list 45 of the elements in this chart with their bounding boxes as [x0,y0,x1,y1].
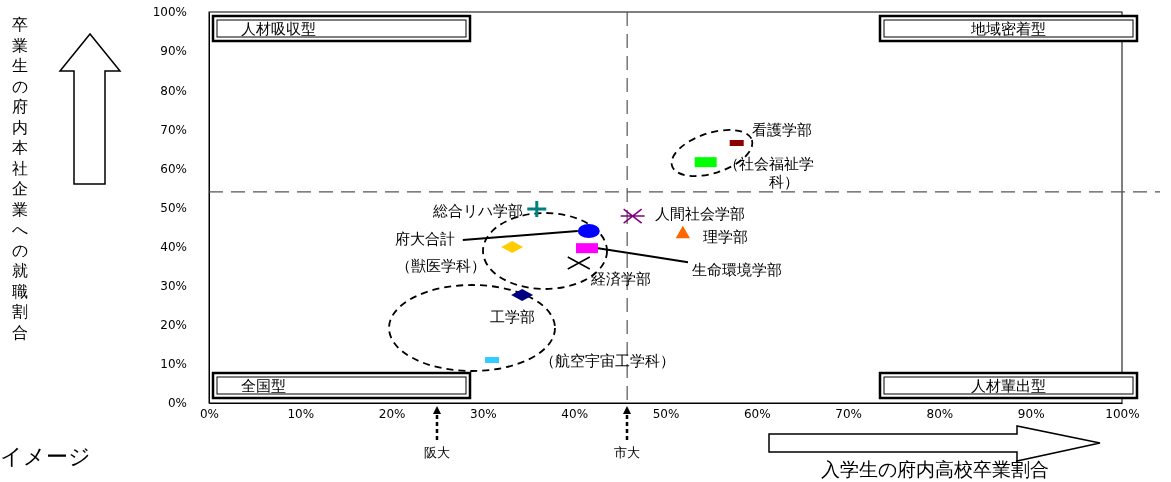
annotation: 地域密着型 [969,19,1046,38]
x-tick-label: 40% [561,406,589,421]
x-tick-label: 100% [1105,406,1140,421]
y-tick-label: 100% [152,5,187,20]
text: イメージ [0,444,91,469]
annotation: 人材吸収型 [241,19,316,38]
point [675,225,691,239]
annotation: 人材輩出型 [970,376,1046,395]
series-label: 理学部 [702,227,748,246]
series-label: （獣医学科） [396,257,487,276]
legend-label: 人間社会学部 [654,204,745,223]
x-tick-label: 0% [199,406,220,421]
x-tick-label: 50% [652,406,680,421]
x-tick-label: 10% [287,406,315,421]
text: 市大 [614,445,640,460]
y-tick-label: 10% [160,357,187,372]
y-tick-label: 70% [160,122,187,137]
text: 卒業生の府内本社企業への就職割合 [12,15,28,342]
y-tick-label: 80% [160,83,187,98]
x-tick-label: 90% [1017,406,1045,421]
series-label: 工学部 [489,307,535,326]
y-tick-label: 30% [160,279,187,294]
text: 阪大 [424,445,450,460]
text: 府大合計 [394,230,455,249]
y-tick-label: 50% [160,200,187,215]
x-tick-label: 60% [743,406,771,421]
x-axis-title: 入学生の府内高校卒業割合 [821,458,1049,480]
series-label: （社会福祉学科） [723,154,814,191]
text: 生命環境学部 [691,260,782,279]
x-tick-label: 20% [378,406,406,421]
x-tick-label: 80% [926,406,954,421]
annotation: 全国型 [241,376,286,395]
x-tick-label: 30% [470,406,497,421]
x-tick-label: 70% [835,406,862,421]
y-tick-label: 90% [160,44,187,59]
series-label: 経済学部 [589,269,651,288]
y-tick-label: 40% [160,239,187,254]
series-label: 看護学部 [751,121,812,140]
text: （航空宇宙工学科） [540,352,676,371]
point [622,208,643,224]
series-label: 総合リハ学部 [431,201,523,220]
y-tick-label: 0% [167,396,187,411]
y-tick-label: 20% [160,318,187,333]
y-tick-label: 60% [160,161,187,176]
point [527,201,547,218]
